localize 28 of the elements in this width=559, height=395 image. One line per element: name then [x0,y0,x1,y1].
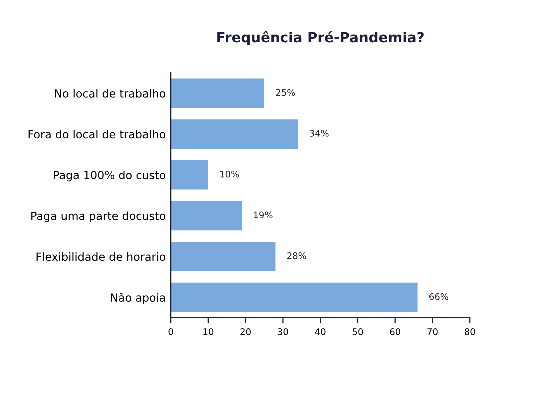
data-label: 28% [288,252,306,260]
x-tick-label: 20 [240,328,251,336]
data-label: 19% [254,212,273,219]
x-tick-label: 70 [428,328,438,336]
data-label: 10% [220,170,240,178]
bar [171,120,298,149]
bar [171,242,276,272]
x-tick-label: 40 [315,328,326,336]
data-label: 66% [430,293,448,300]
x-tick-label: 80 [464,328,476,336]
x-tick-label: 10 [204,328,214,336]
x-tick-label: 60 [390,328,400,336]
bar [171,160,208,190]
data-label: 34% [310,130,329,137]
y-tick-label: Paga uma parte docusto [32,212,166,222]
y-tick-label: Fora do local de trabalho [28,130,166,139]
x-tick-label: 50 [352,328,364,336]
data-label: 25% [276,89,296,96]
bar [171,282,418,312]
y-tick-label: Flexibilidade de horario [36,252,166,262]
y-tick-label: No local de trabalho [55,89,166,98]
chart-title: Frequência Pré-Pandemia? [218,31,424,46]
bar [171,201,242,231]
x-tick-label: 30 [278,328,288,336]
y-tick-label: Não apoia [111,293,166,304]
bar [171,78,265,108]
y-tick-label: Paga 100% do custo [54,170,166,182]
x-tick-label: 0 [168,328,174,336]
